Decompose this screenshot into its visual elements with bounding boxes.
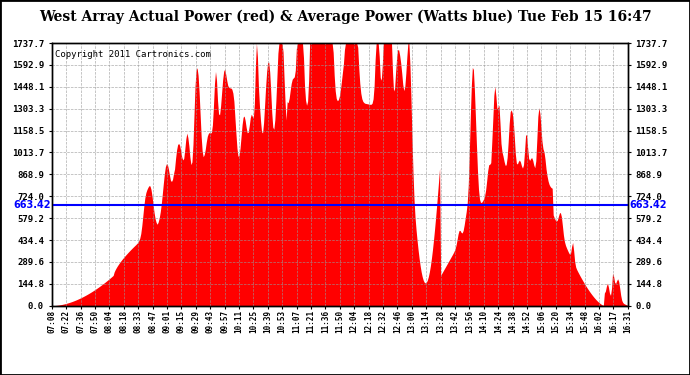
Text: Copyright 2011 Cartronics.com: Copyright 2011 Cartronics.com: [55, 50, 210, 59]
Text: 663.42: 663.42: [629, 200, 667, 210]
Text: 663.42: 663.42: [13, 200, 50, 210]
Text: West Array Actual Power (red) & Average Power (Watts blue) Tue Feb 15 16:47: West Array Actual Power (red) & Average …: [39, 9, 651, 24]
